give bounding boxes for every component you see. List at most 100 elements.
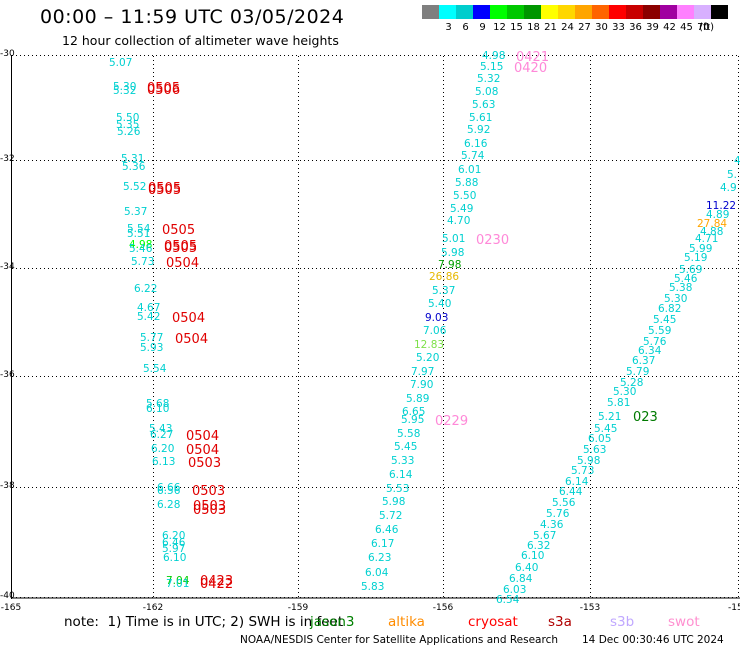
- lon-gridline-dot: [298, 88, 299, 89]
- lat-gridline-dot: [112, 160, 113, 161]
- lon-gridline-dot: [590, 60, 591, 61]
- lon-gridline-dot: [738, 60, 739, 61]
- lat-gridline-dot: [492, 55, 493, 56]
- lat-gridline-dot: [100, 160, 101, 161]
- lat-gridline-dot: [128, 487, 129, 488]
- lon-gridline-dot: [153, 580, 154, 581]
- lon-gridline-dot: [153, 220, 154, 221]
- lat-gridline-dot: [572, 376, 573, 377]
- lat-gridline-dot: [472, 268, 473, 269]
- lon-gridline-dot: [590, 576, 591, 577]
- lat-gridline-dot: [16, 487, 17, 488]
- lat-gridline-dot: [388, 268, 389, 269]
- lat-gridline-dot: [608, 268, 609, 269]
- lon-gridline-dot: [443, 204, 444, 205]
- lon-gridline-dot: [298, 380, 299, 381]
- lat-gridline-dot: [84, 55, 85, 56]
- lat-gridline-dot: [96, 55, 97, 56]
- lat-gridline-dot: [188, 160, 189, 161]
- wave-height-point: 5.73: [571, 465, 595, 477]
- lat-gridline-dot: [148, 160, 149, 161]
- lon-gridline-dot: [298, 176, 299, 177]
- lon-gridline-dot: [443, 188, 444, 189]
- lat-tick-label: -34: [0, 262, 15, 272]
- lon-gridline-dot: [153, 312, 154, 313]
- lat-gridline-dot: [300, 55, 301, 56]
- lon-gridline-dot: [590, 140, 591, 141]
- lon-gridline-dot: [153, 432, 154, 433]
- lat-gridline-dot: [272, 268, 273, 269]
- lat-gridline-dot: [220, 268, 221, 269]
- lon-gridline-dot: [153, 252, 154, 253]
- wave-height-point: 5.07: [109, 57, 133, 69]
- lon-gridline-dot: [153, 144, 154, 145]
- wave-height-point: 6.22: [134, 283, 158, 295]
- lon-gridline-dot: [443, 64, 444, 65]
- lat-gridline-dot: [528, 487, 529, 488]
- lon-gridline-dot: [153, 216, 154, 217]
- lat-gridline-dot: [28, 160, 29, 161]
- lat-gridline-dot: [380, 268, 381, 269]
- legend-swatch: [473, 5, 490, 19]
- lat-gridline-dot: [20, 160, 21, 161]
- lat-gridline-dot: [48, 376, 49, 377]
- lon-gridline-dot: [443, 496, 444, 497]
- lon-gridline-dot: [738, 176, 739, 177]
- lat-gridline-dot: [676, 268, 677, 269]
- lat-gridline-dot: [664, 268, 665, 269]
- lat-gridline-dot: [280, 376, 281, 377]
- lat-gridline-dot: [484, 376, 485, 377]
- lat-gridline-dot: [196, 268, 197, 269]
- lon-gridline-dot: [590, 588, 591, 589]
- lat-gridline-dot: [508, 55, 509, 56]
- lat-gridline-dot: [44, 160, 45, 161]
- lat-gridline-dot: [512, 487, 513, 488]
- lat-gridline-dot: [384, 160, 385, 161]
- lon-gridline-dot: [153, 232, 154, 233]
- lat-gridline-dot: [112, 376, 113, 377]
- lon-gridline-dot: [590, 380, 591, 381]
- lat-gridline-dot: [396, 55, 397, 56]
- lat-gridline-dot: [240, 376, 241, 377]
- lon-gridline-dot: [738, 156, 739, 157]
- lon-gridline-dot: [590, 488, 591, 489]
- lon-gridline-dot: [590, 220, 591, 221]
- lat-gridline-dot: [452, 487, 453, 488]
- lat-gridline-dot: [712, 160, 713, 161]
- lat-gridline-dot: [560, 268, 561, 269]
- lon-gridline-dot: [738, 476, 739, 477]
- lon-gridline-dot: [443, 484, 444, 485]
- lon-gridline-dot: [590, 492, 591, 493]
- lat-gridline-dot: [108, 55, 109, 56]
- lat-gridline-dot: [404, 487, 405, 488]
- lat-gridline-dot: [576, 160, 577, 161]
- lon-gridline-dot: [153, 536, 154, 537]
- lat-gridline-dot: [60, 160, 61, 161]
- lat-gridline-dot: [316, 160, 317, 161]
- lon-gridline-dot: [738, 204, 739, 205]
- lat-gridline-dot: [520, 160, 521, 161]
- lon-gridline-dot: [298, 528, 299, 529]
- lat-gridline-dot: [392, 160, 393, 161]
- lat-gridline-dot: [136, 376, 137, 377]
- lat-gridline-dot: [60, 487, 61, 488]
- wave-height-point: 6.20: [162, 530, 186, 542]
- lat-gridline-dot: [724, 55, 725, 56]
- lat-gridline-dot: [80, 487, 81, 488]
- wave-height-point: 5.45: [394, 441, 418, 453]
- legend-swatch: [507, 5, 524, 19]
- lat-gridline-dot: [720, 160, 721, 161]
- lat-gridline-dot: [320, 268, 321, 269]
- wave-height-point: 6.84: [509, 573, 533, 585]
- lon-gridline-dot: [153, 196, 154, 197]
- lat-gridline-dot: [372, 160, 373, 161]
- lon-gridline-dot: [298, 96, 299, 97]
- lat-gridline-dot: [664, 160, 665, 161]
- lat-gridline-dot: [364, 376, 365, 377]
- lat-gridline-dot: [532, 268, 533, 269]
- lon-gridline-dot: [298, 168, 299, 169]
- lon-gridline-dot: [443, 532, 444, 533]
- lon-gridline-dot: [298, 344, 299, 345]
- lat-gridline-dot: [656, 160, 657, 161]
- lon-gridline-dot: [738, 328, 739, 329]
